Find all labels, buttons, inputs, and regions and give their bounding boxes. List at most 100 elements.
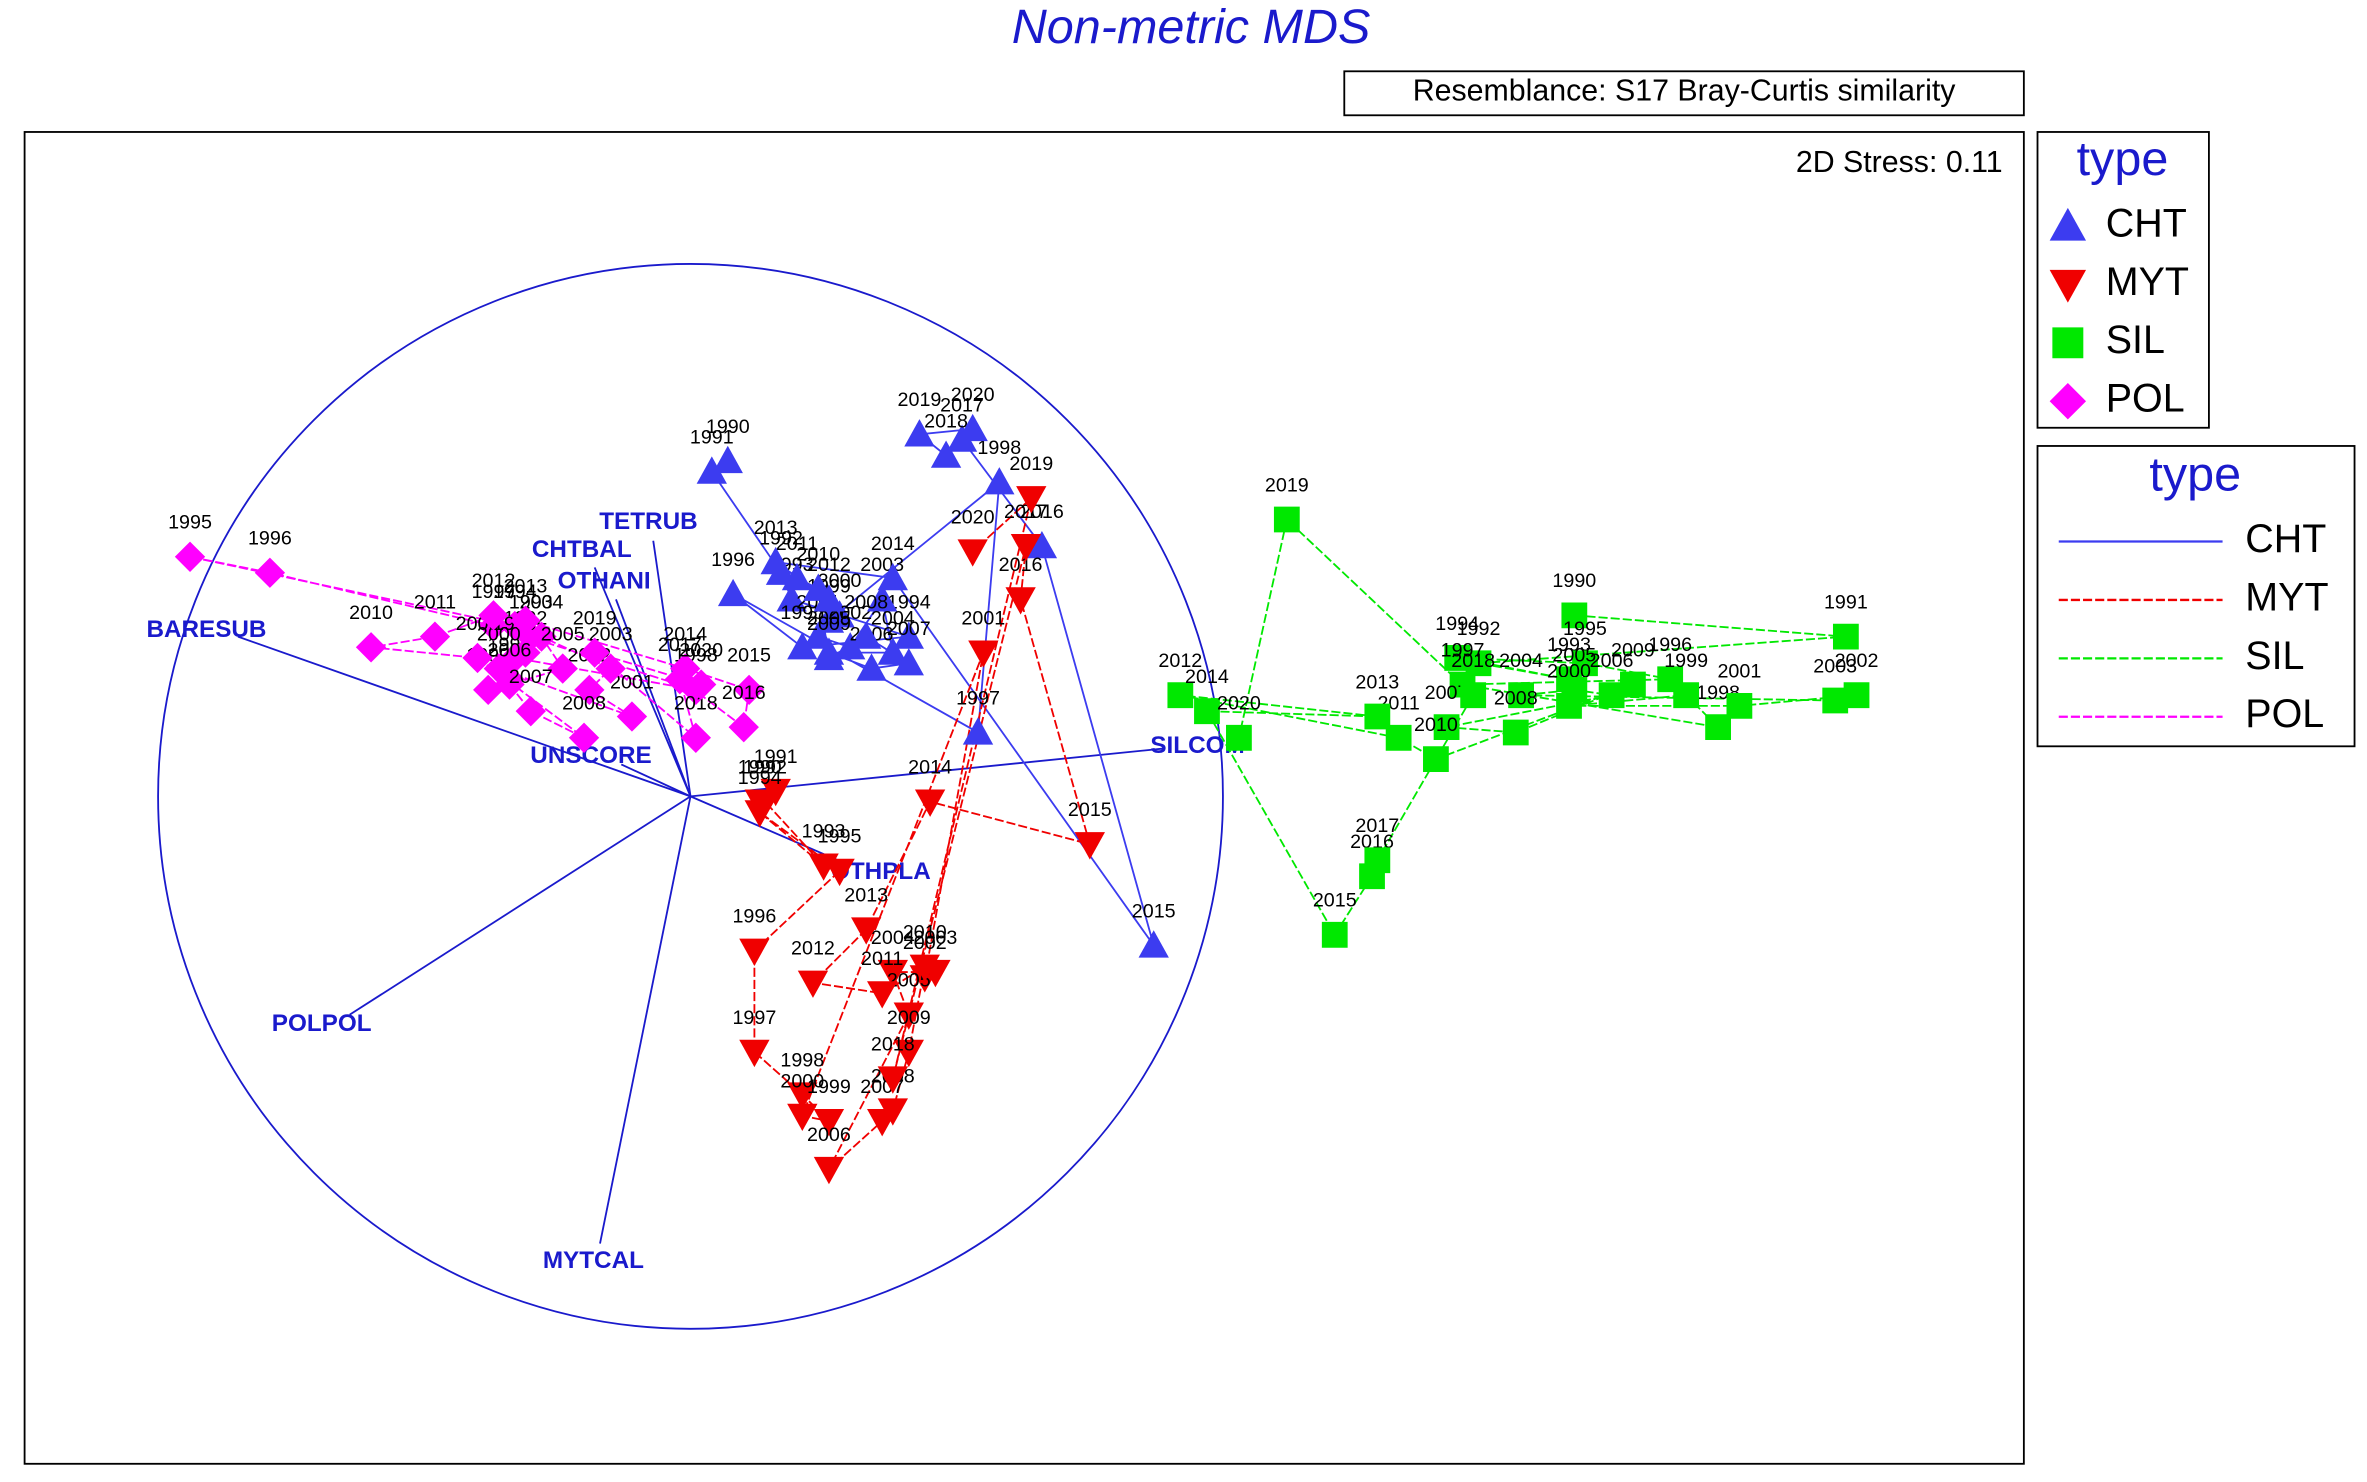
point	[174, 541, 206, 572]
chart-title: Non-metric MDS	[1012, 0, 1371, 54]
point-label: 2018	[924, 410, 968, 432]
point-label: 2017	[1355, 815, 1399, 837]
point	[1502, 719, 1529, 746]
point-label: 2007	[509, 666, 553, 688]
point-label: 1992	[759, 528, 803, 550]
point	[893, 648, 924, 676]
legend-marker	[2049, 269, 2087, 303]
point-label: 2012	[791, 938, 835, 960]
subtitle: Resemblance: S17 Bray-Curtis similarity	[1413, 75, 1957, 108]
legend-label: POL	[2106, 377, 2185, 421]
point	[824, 858, 855, 887]
point-label: 2000	[477, 623, 521, 645]
point-label: 2015	[1068, 799, 1112, 821]
point-label: 1991	[690, 426, 734, 448]
point-label: 2014	[663, 623, 707, 645]
point	[1726, 692, 1753, 719]
point	[1832, 623, 1859, 650]
point-label: 1994	[1435, 613, 1479, 635]
point-label: 2006	[488, 639, 532, 661]
point	[680, 722, 712, 753]
point-label: 2013	[844, 884, 888, 906]
point-label: 2007	[887, 618, 931, 640]
point	[1465, 650, 1492, 677]
vector	[620, 763, 691, 798]
point-label: 1997	[732, 1007, 776, 1029]
point	[957, 539, 988, 567]
point-label: 2014	[1185, 666, 1229, 688]
point-label: 1991	[754, 746, 798, 768]
point	[962, 717, 994, 745]
point	[1598, 682, 1625, 709]
point-label: 2013	[504, 575, 548, 597]
point-label: 1990	[1552, 570, 1596, 592]
point-label: 2020	[1217, 693, 1261, 715]
vector-label: UNSCORE	[530, 742, 651, 769]
point-label: 1996	[711, 549, 755, 571]
point-label: 2020	[679, 639, 723, 661]
point	[1843, 682, 1870, 709]
point	[355, 632, 387, 663]
vector-label: CHTBAL	[532, 536, 632, 563]
point-label: 1999	[807, 1076, 851, 1098]
legend-label: POL	[2245, 692, 2324, 736]
vector-label: BARESUB	[146, 616, 266, 643]
point-label: 2010	[349, 602, 393, 624]
point-label: 2017	[1004, 501, 1048, 523]
point-label: 1992	[1457, 618, 1501, 640]
legend-marker	[2049, 383, 2087, 420]
point	[909, 954, 940, 982]
point	[776, 584, 807, 612]
point	[893, 1039, 924, 1068]
point-label: 2005	[541, 623, 585, 645]
point-label: 1992	[743, 757, 787, 779]
point-label: 1996	[248, 528, 292, 550]
point	[877, 959, 909, 988]
point-label: 2014	[908, 757, 952, 779]
point	[968, 640, 999, 668]
point	[760, 546, 791, 575]
point	[579, 637, 610, 668]
point-label: 1994	[887, 591, 931, 613]
point	[419, 621, 451, 652]
point	[904, 419, 935, 447]
vector	[349, 795, 692, 1016]
point-label: 2012	[1158, 650, 1202, 672]
point	[728, 711, 759, 743]
point	[893, 1002, 924, 1030]
point-label: 1999	[1664, 650, 1708, 672]
point-label: 2020	[951, 384, 995, 406]
point-label: 2011	[414, 591, 456, 613]
point	[877, 1066, 909, 1094]
point	[813, 584, 845, 612]
point	[1673, 682, 1700, 709]
vector	[593, 567, 692, 797]
point-label: 2015	[727, 645, 771, 667]
point	[1561, 602, 1588, 629]
point-label: 2004	[871, 607, 915, 629]
point	[254, 557, 286, 588]
point-label: 1998	[977, 437, 1021, 459]
point	[1026, 530, 1058, 559]
point	[1572, 650, 1598, 677]
point-label: 1993	[509, 591, 553, 613]
point-label: 2004	[871, 927, 915, 949]
point	[781, 562, 813, 591]
point	[797, 970, 829, 998]
point-label: 2008	[844, 591, 888, 613]
point	[813, 1109, 845, 1137]
vector	[615, 599, 692, 797]
point-label: 2011	[776, 533, 818, 555]
point	[1364, 847, 1391, 874]
point	[851, 917, 882, 945]
point-label: 2018	[674, 693, 718, 715]
point	[787, 632, 818, 660]
point-label: 1995	[818, 826, 862, 848]
point	[867, 981, 898, 1009]
point	[984, 467, 1015, 495]
point	[568, 722, 600, 753]
point	[1705, 714, 1731, 741]
point	[856, 653, 887, 681]
point-label: 2016	[722, 682, 766, 704]
